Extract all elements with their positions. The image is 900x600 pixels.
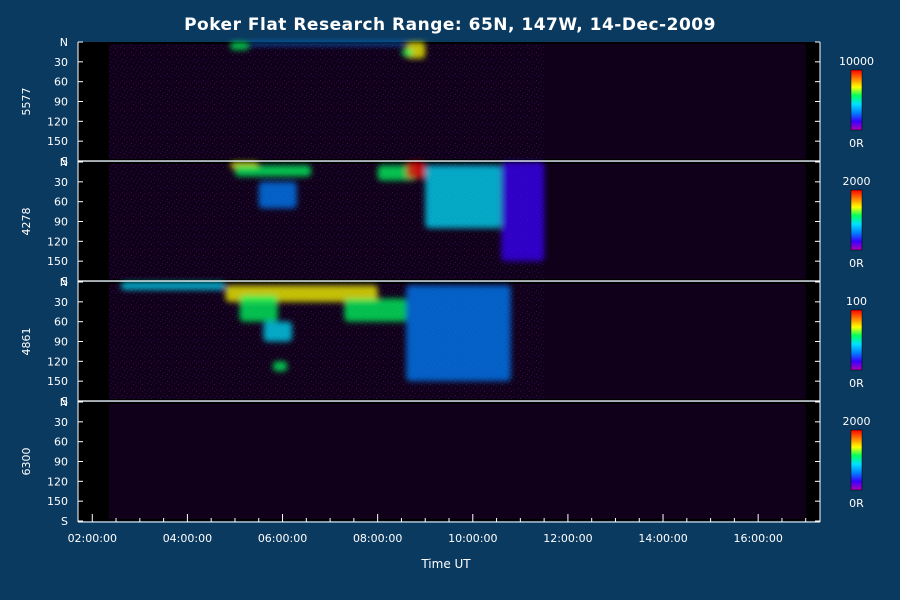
emission-band — [401, 48, 414, 57]
y-tick-label: 60 — [54, 196, 68, 209]
y-tick-label: 90 — [54, 336, 68, 349]
x-axis-label: Time UT — [420, 557, 471, 571]
y-tick-label: 90 — [54, 216, 68, 229]
chart-title: Poker Flat Research Range: 65N, 147W, 14… — [184, 15, 716, 35]
x-tick-label: 06:00:00 — [258, 532, 307, 545]
emission-band — [230, 42, 250, 50]
y-tick-label: N — [60, 156, 68, 169]
emission-band — [258, 181, 297, 209]
wavelength-label: 6300 — [20, 448, 33, 476]
noise-speckle — [108, 44, 545, 159]
emission-band — [406, 162, 426, 179]
y-tick-label: S — [61, 395, 68, 408]
x-tick-label: 12:00:00 — [543, 532, 592, 545]
y-tick-label: 30 — [54, 56, 68, 69]
y-tick-label: N — [60, 396, 68, 409]
colorbar — [850, 429, 863, 491]
y-tick-label: 30 — [54, 416, 68, 429]
colorbar-min-label: 0R — [849, 497, 864, 510]
emission-features — [230, 42, 426, 59]
data-coverage — [108, 404, 806, 519]
panel-4278: N 30 60 90 120 150 S 4278 2000 0R — [20, 156, 871, 288]
y-tick-label: 120 — [47, 235, 68, 248]
y-tick-label: 120 — [47, 475, 68, 488]
emission-band — [249, 42, 407, 46]
panel-6300: N 30 60 90 120 150 S 6300 2000 0R — [20, 396, 871, 528]
x-tick-label: 04:00:00 — [163, 532, 212, 545]
colorbar-max-label: 10000 — [839, 55, 874, 68]
y-tick-label: 150 — [47, 495, 68, 508]
colorbar — [850, 189, 863, 251]
x-tick-label: 08:00:00 — [353, 532, 402, 545]
colorbar-max-label: 100 — [846, 295, 867, 308]
x-tick-label: 14:00:00 — [638, 532, 687, 545]
emission-band — [120, 282, 226, 290]
emission-band — [239, 295, 278, 322]
colorbar-max-label: 2000 — [843, 415, 871, 428]
y-tick-label: S — [61, 275, 68, 288]
y-tick-label: 90 — [54, 96, 68, 109]
emission-features — [230, 162, 545, 262]
colorbar-min-label: 0R — [849, 137, 864, 150]
y-tick-label: N — [60, 36, 68, 49]
y-tick-label: 150 — [47, 135, 68, 148]
y-tick-label: 120 — [47, 355, 68, 368]
y-tick-label: 30 — [54, 176, 68, 189]
y-tick-label: 90 — [54, 456, 68, 469]
colorbar — [850, 69, 863, 131]
x-tick-label: 10:00:00 — [448, 532, 497, 545]
y-tick-label: 120 — [47, 115, 68, 128]
panel-4861: N 30 60 90 120 150 S 4861 100 0R — [20, 276, 867, 408]
y-tick-label: 60 — [54, 436, 68, 449]
y-tick-label: 150 — [47, 375, 68, 388]
colorbar-min-label: 0R — [849, 377, 864, 390]
y-tick-label: S — [61, 155, 68, 168]
emission-band — [263, 321, 293, 342]
wavelength-label: 4861 — [20, 328, 33, 356]
emission-band — [406, 285, 511, 382]
time-axis: 02:00:00 04:00:00 06:00:00 08:00:00 10:00:00… — [68, 514, 820, 545]
x-tick-label: 02:00:00 — [68, 532, 117, 545]
emission-band — [273, 361, 288, 372]
wavelength-label: 4278 — [20, 208, 33, 236]
y-tick-label: 150 — [47, 255, 68, 268]
wavelength-label: 5577 — [20, 88, 33, 116]
emission-band — [425, 165, 502, 229]
emission-band — [501, 162, 545, 262]
colorbar — [850, 309, 863, 371]
y-tick-label: 60 — [54, 316, 68, 329]
keogram-panels: N 30 60 90 120 150 S 5577 10000 0R N 30 60 90 120 150 S 4… — [20, 36, 874, 528]
emission-band — [344, 298, 407, 322]
y-tick-label: N — [60, 276, 68, 289]
colorbar-min-label: 0R — [849, 257, 864, 270]
emission-features — [120, 282, 511, 382]
colorbar-max-label: 2000 — [843, 175, 871, 188]
y-tick-label: 30 — [54, 296, 68, 309]
y-tick-label: 60 — [54, 76, 68, 89]
emission-band — [234, 165, 312, 177]
panel-5577: N 30 60 90 120 150 S 5577 10000 0R — [20, 36, 874, 168]
y-tick-label: S — [61, 515, 68, 528]
x-tick-label: 16:00:00 — [733, 532, 782, 545]
emission-band — [377, 165, 416, 181]
